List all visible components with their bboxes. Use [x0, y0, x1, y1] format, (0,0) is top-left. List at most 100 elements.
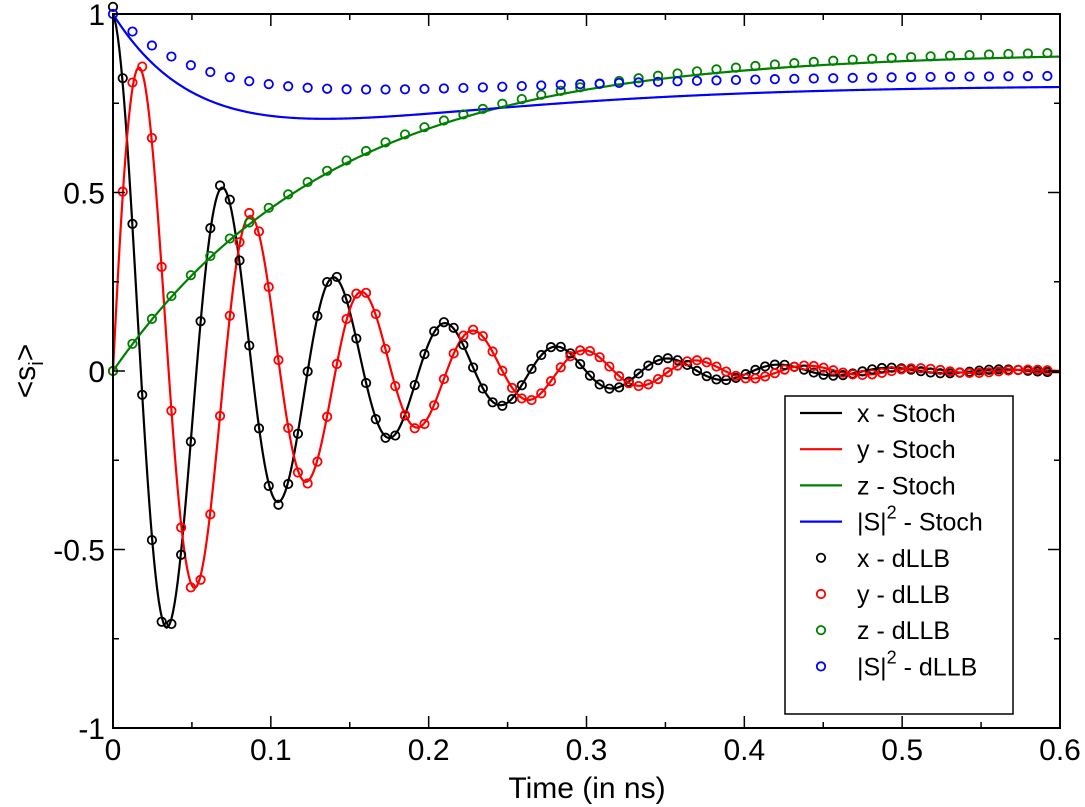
- marker-3: [438, 83, 450, 94]
- marker-0: [643, 360, 654, 371]
- marker-1: [672, 360, 683, 371]
- marker-0: [380, 432, 391, 443]
- marker-0: [497, 400, 508, 411]
- marker-0: [779, 359, 790, 370]
- marker-0: [419, 349, 430, 360]
- legend-label: z - Stoch: [857, 472, 956, 500]
- marker-1: [555, 362, 566, 373]
- marker-2: [166, 290, 177, 302]
- marker-2: [828, 55, 839, 66]
- marker-1: [633, 380, 644, 392]
- marker-1: [487, 346, 498, 357]
- marker-0: [798, 364, 810, 375]
- marker-1: [886, 365, 897, 377]
- marker-0: [740, 369, 751, 380]
- marker-0: [545, 342, 557, 353]
- marker-0: [234, 255, 245, 266]
- marker-1: [438, 373, 450, 385]
- marker-2: [458, 109, 469, 120]
- marker-2: [575, 82, 586, 93]
- marker-3: [283, 81, 294, 92]
- legend-swatch-marker: [815, 588, 827, 600]
- marker-3: [886, 72, 897, 83]
- marker-2: [711, 64, 722, 75]
- marker-2: [1022, 48, 1034, 59]
- marker-1: [205, 509, 216, 520]
- marker-1: [360, 287, 372, 298]
- marker-2: [146, 313, 158, 324]
- marker-1: [993, 366, 1004, 377]
- marker-1: [234, 237, 245, 248]
- marker-1: [925, 363, 936, 374]
- marker-2: [497, 98, 508, 109]
- marker-0: [322, 276, 333, 288]
- marker-0: [117, 73, 128, 84]
- marker-0: [555, 341, 566, 352]
- marker-2: [283, 189, 294, 200]
- marker-3: [555, 79, 566, 90]
- legend: x - Stoch y - Stoch z - Stoch |S|2 - Stoch x…: [784, 395, 1014, 715]
- marker-3: [789, 73, 800, 84]
- marker-0: [594, 379, 605, 390]
- y-axis-label-sub: i: [26, 361, 48, 365]
- marker-3: [847, 72, 858, 83]
- marker-2: [516, 94, 527, 105]
- marker-3: [536, 80, 547, 91]
- marker-2: [925, 51, 936, 62]
- marker-0: [429, 326, 440, 337]
- marker-2: [652, 70, 664, 81]
- marker-0: [516, 380, 527, 391]
- marker-0: [935, 368, 946, 379]
- marker-0: [253, 423, 265, 434]
- marker-0: [575, 358, 586, 370]
- marker-1: [399, 409, 411, 421]
- marker-0: [867, 364, 878, 375]
- marker-1: [516, 393, 527, 404]
- marker-0: [886, 362, 897, 373]
- marker-3: [964, 71, 975, 82]
- marker-1: [730, 370, 742, 382]
- marker-1: [273, 354, 284, 366]
- marker-3: [711, 75, 722, 86]
- marker-0: [176, 549, 187, 560]
- marker-0: [224, 194, 235, 205]
- marker-0: [652, 354, 664, 366]
- marker-0: [857, 366, 868, 377]
- y-axis-label-suffix: >: [9, 344, 42, 362]
- marker-0: [487, 397, 498, 408]
- marker-0: [185, 436, 196, 447]
- marker-2: [691, 66, 703, 77]
- marker-0: [292, 428, 304, 439]
- marker-2: [399, 129, 411, 140]
- marker-1: [224, 310, 235, 321]
- marker-2: [438, 115, 450, 126]
- marker-1: [935, 364, 946, 376]
- marker-1: [662, 367, 673, 378]
- marker-3: [146, 40, 158, 51]
- x-axis-label: Time (in ns): [508, 772, 665, 805]
- marker-0: [166, 618, 177, 629]
- marker-0: [536, 349, 547, 361]
- marker-1: [828, 365, 839, 376]
- marker-1: [419, 418, 430, 430]
- marker-3: [497, 81, 508, 92]
- marker-3: [516, 80, 527, 92]
- marker-1: [127, 77, 138, 88]
- marker-1: [769, 368, 780, 379]
- marker-0: [107, 1, 119, 12]
- marker-1: [341, 313, 352, 325]
- marker-1: [322, 411, 333, 422]
- marker-0: [214, 180, 226, 191]
- marker-1: [643, 379, 654, 390]
- legend-swatch-marker: [815, 625, 827, 636]
- marker-1: [974, 367, 985, 379]
- marker-2: [1003, 48, 1014, 60]
- marker-0: [390, 430, 401, 441]
- marker-0: [818, 369, 829, 380]
- marker-1: [283, 422, 294, 434]
- marker-1: [185, 582, 196, 593]
- marker-1: [682, 356, 693, 367]
- marker-0: [828, 370, 839, 381]
- marker-3: [185, 60, 196, 71]
